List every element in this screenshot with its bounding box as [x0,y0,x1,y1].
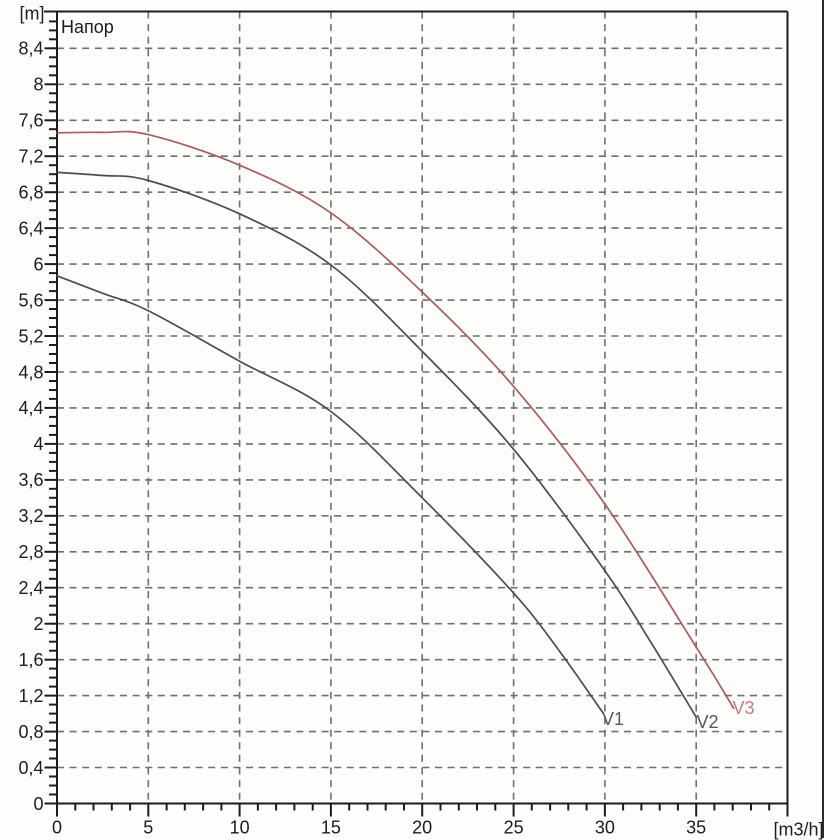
svg-text:6,8: 6,8 [18,183,43,203]
svg-text:2,8: 2,8 [18,542,43,562]
svg-text:3,2: 3,2 [18,506,43,526]
svg-text:0: 0 [33,794,43,814]
svg-text:2: 2 [33,614,43,634]
svg-text:35: 35 [686,818,706,838]
svg-text:V3: V3 [733,698,755,718]
svg-text:10: 10 [230,818,250,838]
svg-text:8: 8 [33,75,43,95]
svg-text:8,4: 8,4 [18,39,43,59]
svg-text:1,6: 1,6 [18,650,43,670]
svg-text:5,2: 5,2 [18,326,43,346]
svg-text:5: 5 [143,818,153,838]
svg-text:5,6: 5,6 [18,290,43,310]
svg-text:[m]: [m] [20,4,45,24]
svg-text:4: 4 [33,434,43,454]
svg-text:0,8: 0,8 [18,722,43,742]
svg-text:20: 20 [412,818,432,838]
svg-text:V2: V2 [697,712,719,732]
svg-text:6: 6 [33,254,43,274]
svg-text:2,4: 2,4 [18,578,43,598]
svg-text:0: 0 [52,818,62,838]
svg-text:Напор: Напор [61,17,114,37]
svg-text:V1: V1 [602,709,624,729]
svg-text:3,6: 3,6 [18,470,43,490]
svg-text:[m3/h]: [m3/h] [773,820,823,840]
svg-text:1,2: 1,2 [18,686,43,706]
svg-text:15: 15 [321,818,341,838]
svg-text:7,6: 7,6 [18,111,43,131]
svg-text:25: 25 [504,818,524,838]
svg-text:30: 30 [595,818,615,838]
svg-text:4,8: 4,8 [18,362,43,382]
svg-text:6,4: 6,4 [18,218,43,238]
svg-text:4,4: 4,4 [18,398,43,418]
svg-text:0,4: 0,4 [18,758,43,778]
svg-text:7,2: 7,2 [18,147,43,167]
